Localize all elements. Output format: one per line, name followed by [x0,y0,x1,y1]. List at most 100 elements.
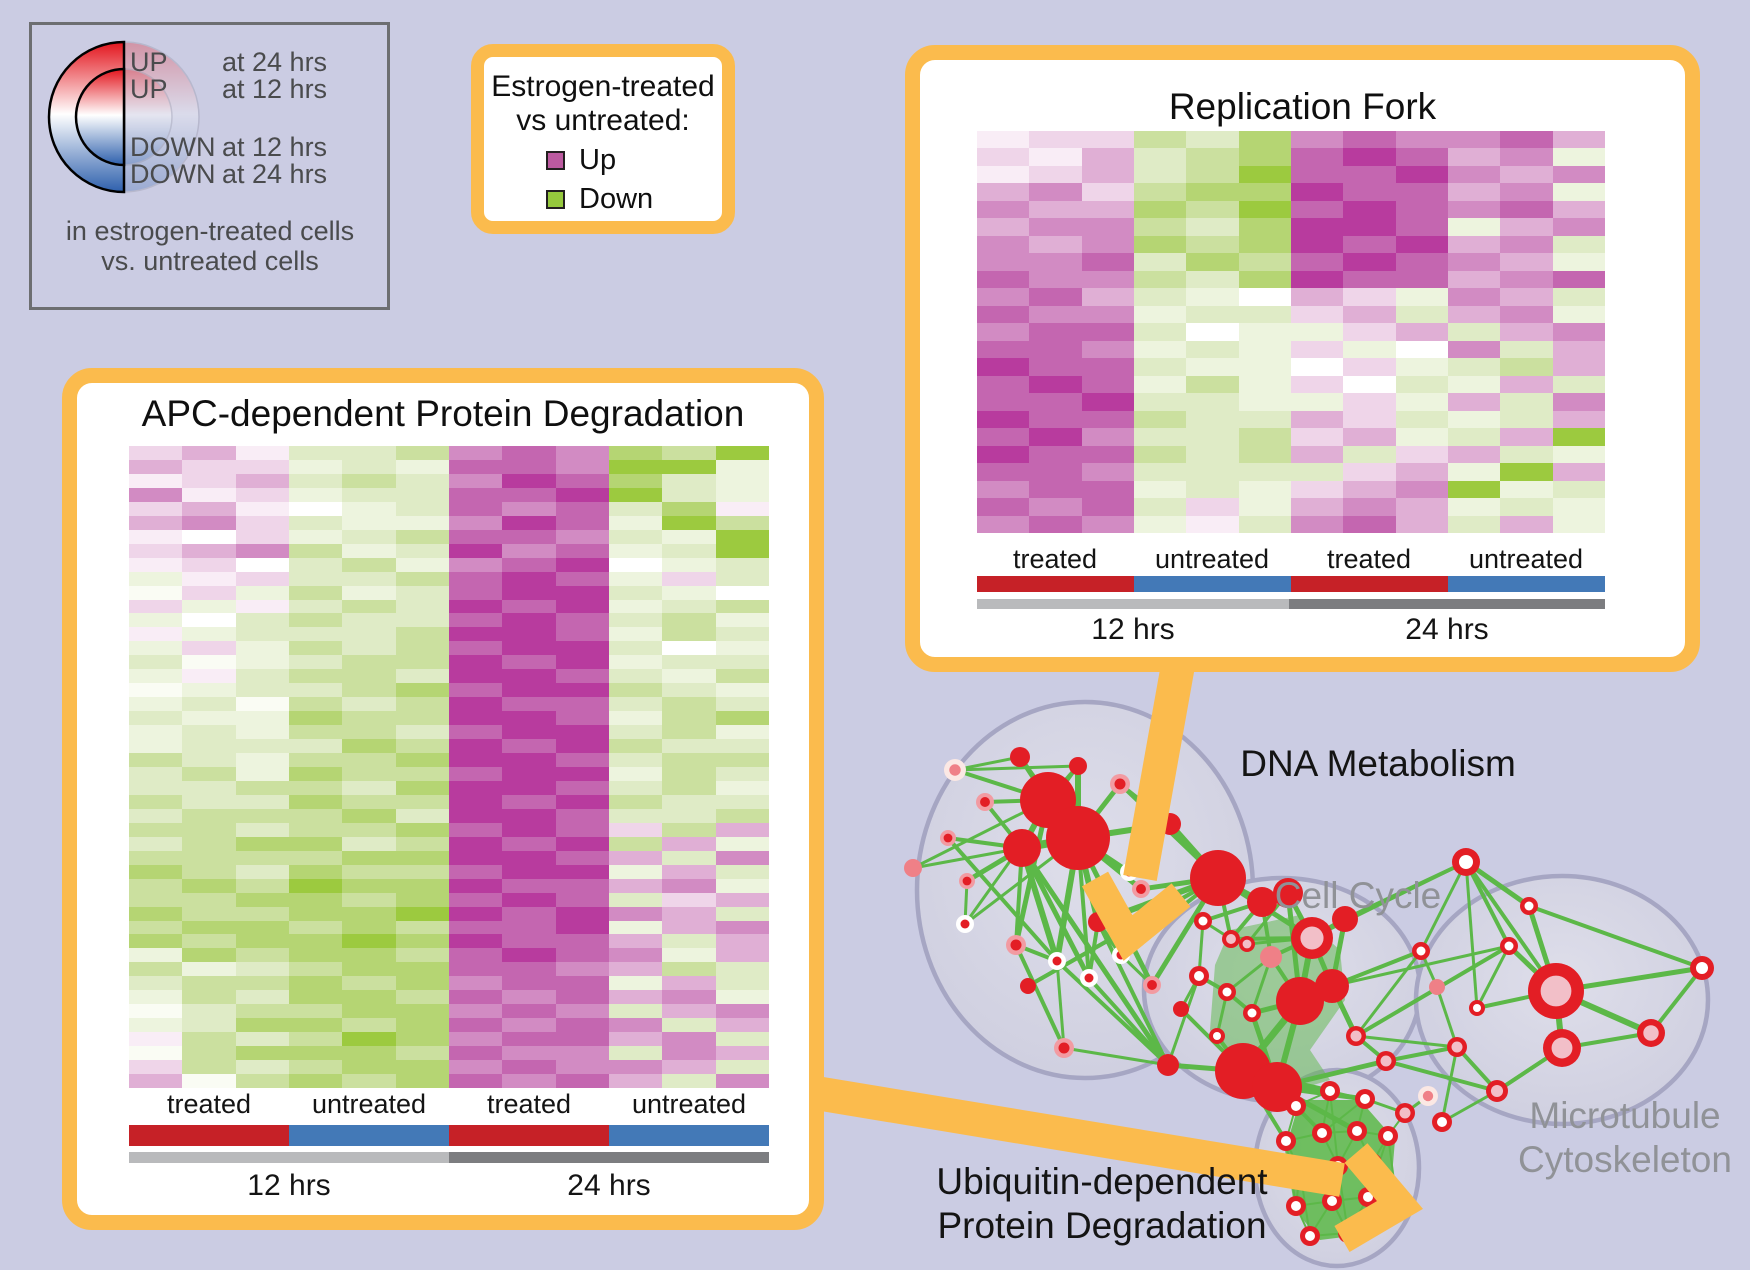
gene-node-rw [1504,941,1514,951]
heat-cell [1552,375,1605,394]
heat-cell [502,571,556,586]
gene-node-s [1276,977,1324,1025]
heat-cell [235,641,289,656]
heat-cell [502,725,556,740]
network-edge [1528,904,1703,970]
heat-cell [129,948,183,963]
heat-cell [715,459,769,474]
heat-cell [1290,375,1344,394]
inner-ring-left-half [74,67,126,167]
heat-cell [608,808,663,823]
heat-cell [555,1032,609,1047]
heat-cell [977,340,1030,359]
heat-cell [1081,445,1134,464]
apc-group-label-3: untreated [631,1089,747,1119]
heat-cell [1238,131,1291,149]
heat-cell [182,1060,236,1075]
heat-cell [448,822,503,837]
heat-cell [977,428,1030,446]
gene-node-pr [1010,939,1022,951]
heat-cell [1290,480,1344,499]
heat-cell [502,515,556,530]
heat-cell [342,683,396,698]
heat-cell [1133,288,1187,306]
heat-cell [662,892,716,907]
heat-cell [1500,323,1553,341]
heat-cell [288,1032,343,1047]
heat-cell [555,669,609,684]
heat-cell [288,753,343,767]
heat-cell [182,627,236,642]
heat-cell [502,697,556,712]
heat-cell [1343,498,1396,516]
heat-cell [1343,235,1396,254]
gene-node-rw [1327,1196,1337,1206]
heat-cell [502,1004,556,1019]
heat-cell [608,739,663,754]
heat-cell [502,1060,556,1075]
network-edge [954,755,1021,772]
heat-cell [342,487,396,502]
heat-cell [608,990,663,1005]
heat-cell [448,515,503,530]
heat-cell [1395,305,1448,324]
heat-cell [608,1074,663,1088]
heat-cell [1238,410,1291,429]
repfork-group-label-1: untreated [1154,544,1270,574]
heat-cell [288,1074,343,1088]
apc-group-label-1: untreated [311,1089,427,1119]
heat-cell [235,1074,289,1088]
gene-node-rw [1352,1126,1362,1136]
heat-cell [1500,288,1553,306]
heat-cell [1290,323,1344,341]
heat-cell [1029,515,1082,533]
updown-legend-title-line1: Estrogen-treated [491,70,715,103]
heat-cell [182,976,236,991]
heat-cell [1290,253,1344,271]
heat-cell [555,543,609,558]
gene-node-p [904,859,922,877]
heat-cell [235,501,289,516]
heat-cell [555,571,609,586]
heat-cell [448,1060,503,1075]
heat-cell [395,836,449,851]
heat-cell [1081,270,1134,289]
heat-cell [235,948,289,963]
heat-cell [555,697,609,712]
heat-cell [555,990,609,1005]
heat-cell [395,725,449,740]
heat-cell [1500,270,1553,289]
gene-node-rw [1291,1201,1301,1211]
heat-cell [715,1032,769,1047]
gene-node-s [1190,850,1246,906]
heat-cell [395,1074,449,1088]
heat-cell [662,767,716,781]
heat-cell [129,864,183,879]
heat-cell [182,655,236,670]
heat-cell [1500,148,1553,166]
apc-heatmap [129,446,769,1088]
heat-cell [288,669,343,684]
heat-cell [555,976,609,991]
heat-cell [395,459,449,474]
heat-cell [448,1074,503,1088]
gene-node-rw [1317,1128,1327,1138]
heat-cell [1343,463,1396,481]
heat-cell [662,473,716,488]
heat-cell [1500,253,1553,271]
gene-node-rw [1473,1004,1481,1012]
heat-cell [608,767,663,781]
gene-node-rp [1490,1084,1504,1098]
heat-cell [1186,131,1239,149]
heat-cell [715,753,769,767]
heat-cell [662,780,716,795]
heat-cell [395,543,449,558]
heat-cell [1029,498,1082,516]
heat-cell [715,669,769,684]
heat-cell [1290,218,1344,236]
heat-cell [129,446,183,460]
heat-cell [235,487,289,502]
heat-cell [662,571,716,586]
heat-cell [1447,463,1501,481]
heat-cell [977,183,1030,201]
